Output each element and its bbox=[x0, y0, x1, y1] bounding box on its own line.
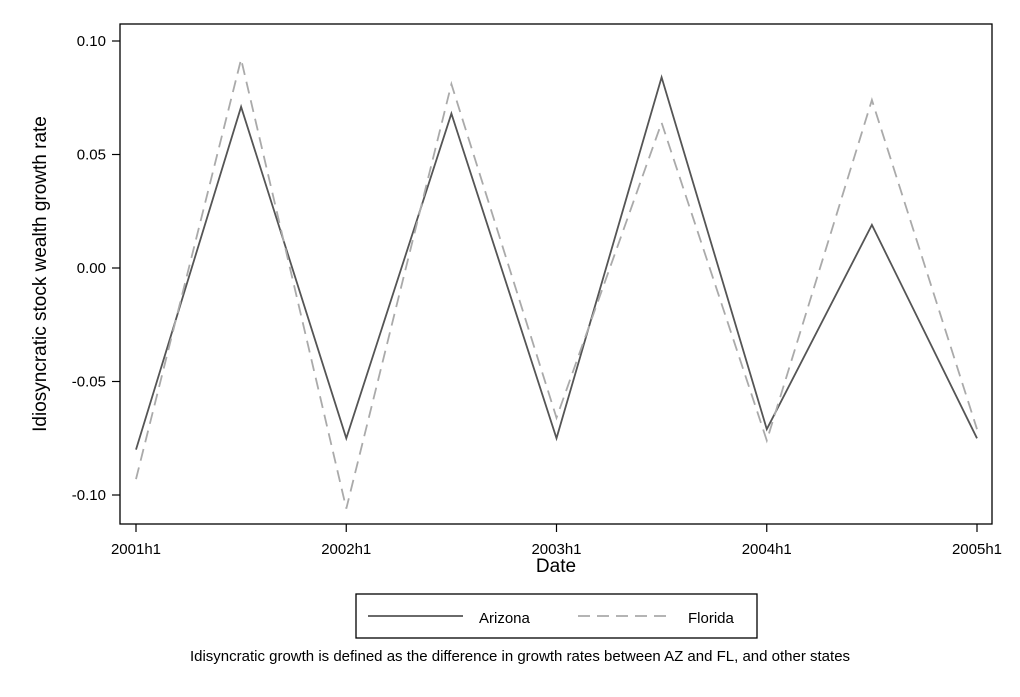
series-layer bbox=[135, 58, 978, 509]
y-tick-label: 0.05 bbox=[77, 147, 106, 164]
legend: Arizona Florida bbox=[355, 593, 758, 639]
plot-frame bbox=[119, 23, 993, 525]
x-axis: 2001h1 2002h1 2003h1 2004h1 2005h1 bbox=[111, 524, 1002, 558]
y-tick-label: -0.10 bbox=[72, 487, 106, 504]
y-tick-label: 0.00 bbox=[77, 260, 106, 277]
legend-label-arizona: Arizona bbox=[479, 610, 531, 627]
chart-footnote: Idisyncratic growth is defined as the di… bbox=[189, 648, 851, 665]
y-tick-label: 0.10 bbox=[77, 33, 106, 50]
x-axis-title: Date bbox=[536, 556, 576, 577]
x-tick-label: 2004h1 bbox=[742, 541, 792, 558]
y-tick-label: -0.05 bbox=[72, 374, 106, 391]
series-line-arizona bbox=[135, 74, 978, 450]
x-tick-label: 2001h1 bbox=[111, 541, 161, 558]
y-axis: -0.10 -0.05 0.00 0.05 0.10 bbox=[72, 33, 120, 504]
legend-label-florida: Florida bbox=[688, 610, 735, 627]
x-tick-label: 2002h1 bbox=[321, 541, 371, 558]
y-axis-title: Idiosyncratic stock wealth growth rate bbox=[30, 116, 51, 432]
x-tick-label: 2003h1 bbox=[531, 541, 581, 558]
x-tick-label: 2005h1 bbox=[952, 541, 1002, 558]
series-line-florida bbox=[135, 58, 978, 509]
